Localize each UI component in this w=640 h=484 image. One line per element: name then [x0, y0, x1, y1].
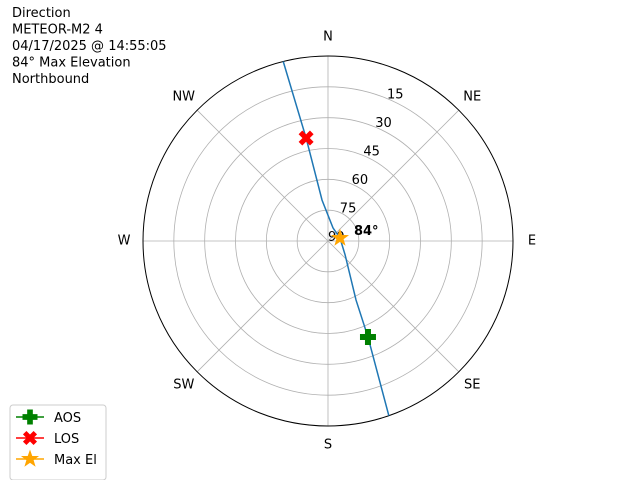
theta-tick-label: NW [172, 89, 195, 104]
theta-tick-label: S [324, 438, 332, 453]
r-grid-line [235, 148, 421, 334]
r-tick-label: 75 [340, 202, 357, 217]
polar-frame [142, 55, 514, 427]
legend-label: AOS [54, 411, 81, 426]
title-line: 84° Max Elevation [12, 56, 131, 71]
r-tick-label: 30 [375, 116, 392, 131]
title-line: Northbound [12, 72, 89, 87]
title-line: METEOR-M2 4 [12, 23, 103, 38]
annotation: 84° [354, 224, 379, 239]
marker [330, 228, 350, 246]
r-tick-label: 15 [387, 88, 404, 103]
theta-tick-label: W [118, 234, 131, 249]
r-grid-line [204, 117, 452, 365]
title-line: 04/17/2025 @ 14:55:05 [12, 39, 167, 54]
r-grid-line [173, 86, 483, 396]
theta-tick-label: SW [173, 378, 194, 393]
r-tick-label: 45 [363, 145, 380, 160]
r-tick-label: 60 [352, 173, 369, 188]
marker [359, 329, 376, 346]
r-grid-line [265, 178, 391, 304]
title-line: Direction [12, 6, 71, 21]
legend: AOS LOS Max El [9, 404, 107, 481]
theta-tick-label: N [323, 30, 333, 45]
marker [298, 130, 314, 146]
theta-tick-label: SE [464, 378, 480, 393]
legend-label: LOS [54, 432, 79, 447]
theta-tick-label: E [528, 234, 536, 249]
r-grid-line [296, 209, 360, 273]
marker [22, 409, 38, 425]
marker [20, 449, 40, 467]
legend-label: Max El [54, 453, 97, 468]
theta-tick-label: NE [463, 89, 481, 104]
marker [22, 430, 38, 446]
